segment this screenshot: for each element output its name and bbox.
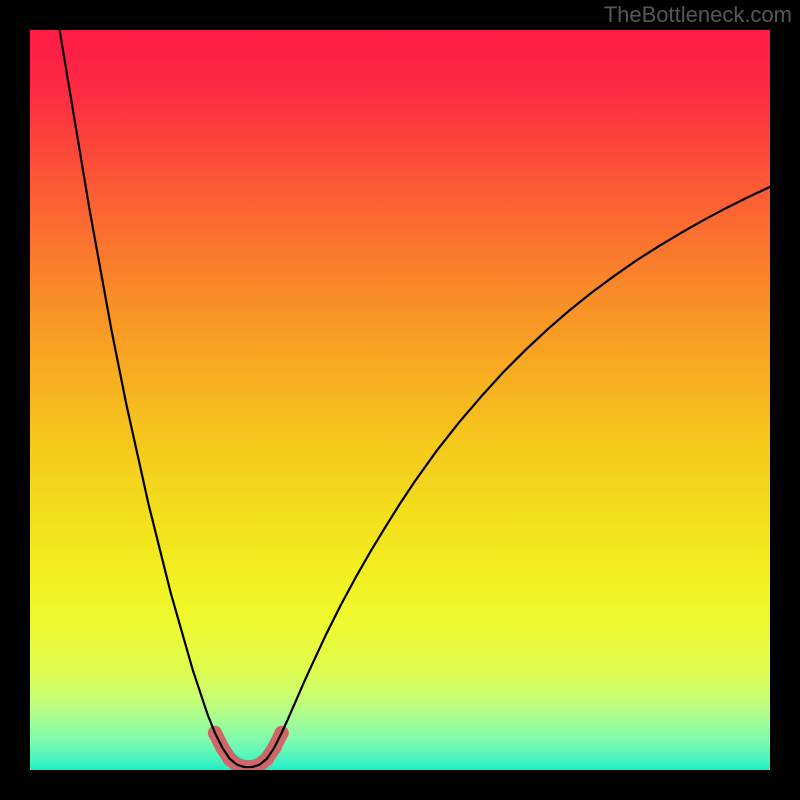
chart-container: TheBottleneck.com <box>0 0 800 800</box>
plot-background-gradient <box>30 30 770 770</box>
bottleneck-curve-chart <box>0 0 800 800</box>
watermark-text: TheBottleneck.com <box>604 2 792 28</box>
